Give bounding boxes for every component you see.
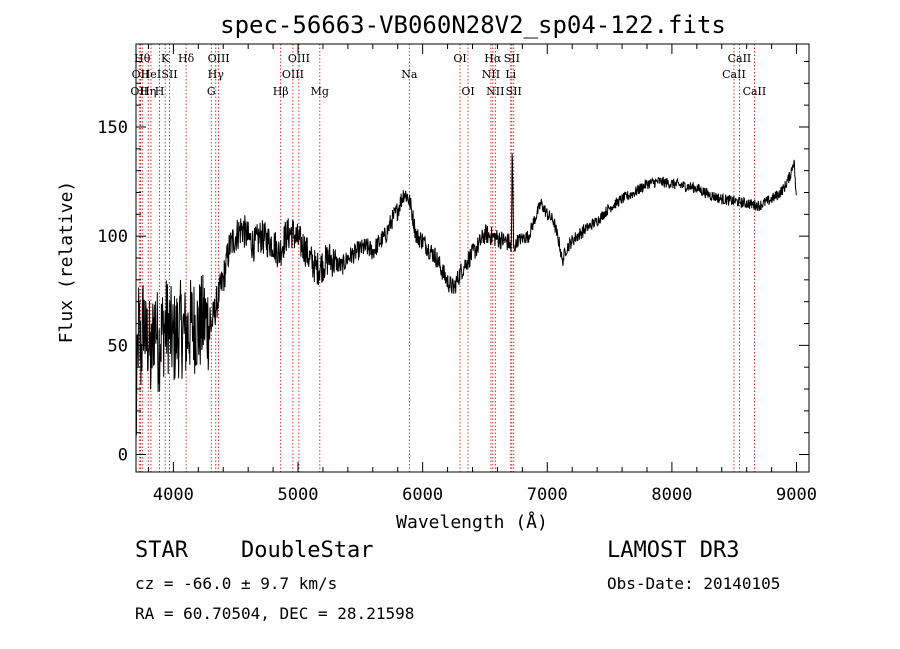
line-marker-label: Mg <box>311 85 329 98</box>
line-marker-label: SII <box>506 85 522 98</box>
line-marker-label: OI <box>453 52 466 65</box>
line-marker-label: Li <box>505 68 516 81</box>
coordinates: RA = 60.70504, DEC = 28.21598 <box>135 604 415 623</box>
object-class: STAR <box>135 538 188 563</box>
line-marker-label: Hδ <box>178 52 195 65</box>
line-marker-label: Hα <box>484 52 502 65</box>
y-tick-label: 100 <box>97 227 128 247</box>
plot-frame <box>135 43 810 473</box>
survey-name: LAMOST DR3 <box>607 538 740 563</box>
y-tick-label: 0 <box>118 446 128 466</box>
line-marker-label: HeI <box>141 68 161 81</box>
line-marker-label: Hη <box>140 85 156 98</box>
x-tick-label: 8000 <box>651 485 692 505</box>
x-tick-label: 7000 <box>527 485 568 505</box>
line-marker-label: H <box>155 85 165 98</box>
x-axis-label: Wavelength (Å) <box>396 511 548 533</box>
line-marker-label: CaII <box>722 68 746 81</box>
line-marker-label: Na <box>401 68 418 81</box>
line-marker-label: CaII <box>728 52 752 65</box>
x-tick-label: 4000 <box>153 485 194 505</box>
redshift-velocity: cz = -66.0 ± 9.7 km/s <box>135 574 338 593</box>
line-marker-label: OIII <box>282 68 304 81</box>
line-marker-label: Hγ <box>208 68 225 81</box>
line-marker-label: SII <box>504 52 520 65</box>
x-tick-label: 6000 <box>402 485 443 505</box>
spectrum-line <box>135 153 797 436</box>
line-marker-label: NII <box>482 68 500 81</box>
x-tick-label: 5000 <box>278 485 319 505</box>
line-marker-label: OIII <box>288 52 310 65</box>
line-marker-label: CaII <box>743 85 767 98</box>
spectrum-chart: spec-56663-VB060N28V2_sp04-122.fits OII O… <box>56 11 817 533</box>
line-marker-label: K <box>161 52 170 65</box>
line-marker-label: OII <box>130 85 148 98</box>
line-marker-label: SII <box>161 68 177 81</box>
object-subclass: DoubleStar <box>241 538 374 563</box>
chart-title: spec-56663-VB060N28V2_sp04-122.fits <box>220 11 726 39</box>
line-marker-label: Hβ <box>273 85 289 98</box>
x-axis-ticks: 4000 5000 6000 7000 8000 9000 <box>147 44 817 505</box>
x-tick-label: 9000 <box>776 485 817 505</box>
y-axis-label: Flux (relative) <box>56 181 77 344</box>
line-marker-label: OIII <box>208 52 230 65</box>
y-tick-label: 50 <box>108 336 128 356</box>
observation-date: Obs-Date: 20140105 <box>607 574 781 593</box>
y-axis-ticks: 0 50 100 150 <box>97 60 809 466</box>
line-marker-label: G <box>207 85 216 98</box>
line-marker-label: NII <box>486 85 504 98</box>
y-tick-label: 150 <box>97 118 128 138</box>
line-marker-label: OI <box>461 85 474 98</box>
